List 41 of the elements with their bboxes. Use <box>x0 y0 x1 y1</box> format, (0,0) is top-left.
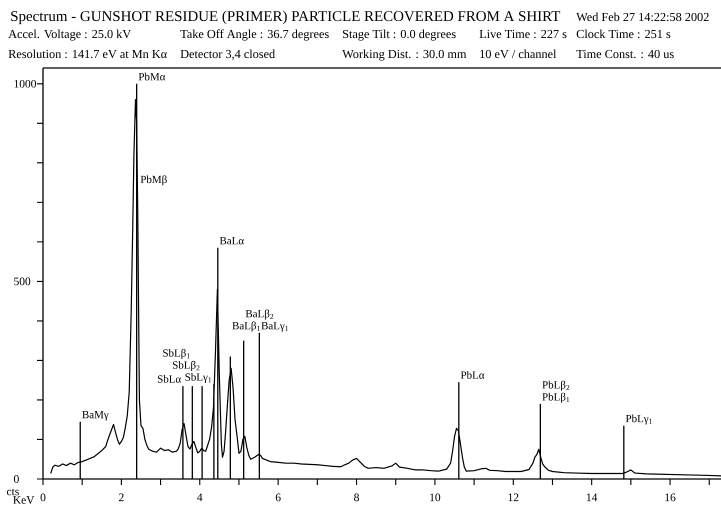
y-tick-label: 500 <box>14 278 30 286</box>
annotation: PbMα <box>138 72 166 80</box>
annotation: BaLβ$_{2}$ <box>246 310 274 320</box>
annotation: BaLβ$_{1}$ <box>232 322 260 332</box>
text: Take Off Angle : 36.7 degrees <box>180 29 329 41</box>
y-tick-label: 0 <box>14 475 19 483</box>
text: 10 eV / channel <box>480 49 556 58</box>
x-tick-label: 2 <box>119 494 124 502</box>
y-tick-label: 1000 <box>14 80 36 88</box>
text: Detector 3,4 closed <box>180 49 275 60</box>
x-tick-label: 16 <box>665 494 676 502</box>
x-tick-label: 10 <box>430 494 440 502</box>
y-axis-title: cts <box>6 488 19 496</box>
annotation: PbMβ <box>140 175 167 186</box>
chart-title: Spectrum - GUNSHOT RESIDUE (PRIMER) PARTICLE RECOVERED FROM A SHIRT <box>11 10 560 24</box>
annotation: SbLγ$_{1}$ <box>185 373 212 383</box>
x-tick-label: 4 <box>197 494 202 502</box>
text: Working Dist. : 30.0 mm <box>342 49 466 61</box>
annotation: SbLβ$_{1}$ <box>163 348 190 359</box>
text: Accel. Voltage : 25.0 kV <box>8 29 132 41</box>
annotation: PbLβ$_{2}$ <box>542 380 570 391</box>
text: Resolution : 141.7 eV at Mn Kα <box>8 49 167 58</box>
annotation: SbLα <box>158 375 181 383</box>
annotation: BaMγ <box>82 411 108 421</box>
annotation: PbLβ$_{1}$ <box>542 392 570 403</box>
x-tick-label: 0 <box>40 494 46 502</box>
x-tick-label: 6 <box>276 494 281 502</box>
annotation: SbLβ$_{2}$ <box>172 360 200 371</box>
x-axis-title: KeV <box>13 496 34 504</box>
annotation: PbLα <box>460 371 484 379</box>
text: Clock Time : 251 s <box>576 29 670 38</box>
x-tick-label: 14 <box>586 494 598 502</box>
text: Stage Tilt : 0.0 degrees <box>343 29 456 41</box>
text: Live Time : 227 s <box>480 30 566 38</box>
text: Time Const. : 40 us <box>576 50 674 58</box>
annotation: BaLγ$_{1}$ <box>261 322 288 332</box>
annotation: PbLγ$_{1}$ <box>626 414 652 424</box>
x-tick-label: 12 <box>508 494 518 502</box>
chart-subtitle: Wed Feb 27 14:22:58 2002 <box>576 12 709 22</box>
x-tick-label: 8 <box>354 494 359 502</box>
annotation: BaLα <box>220 237 244 244</box>
